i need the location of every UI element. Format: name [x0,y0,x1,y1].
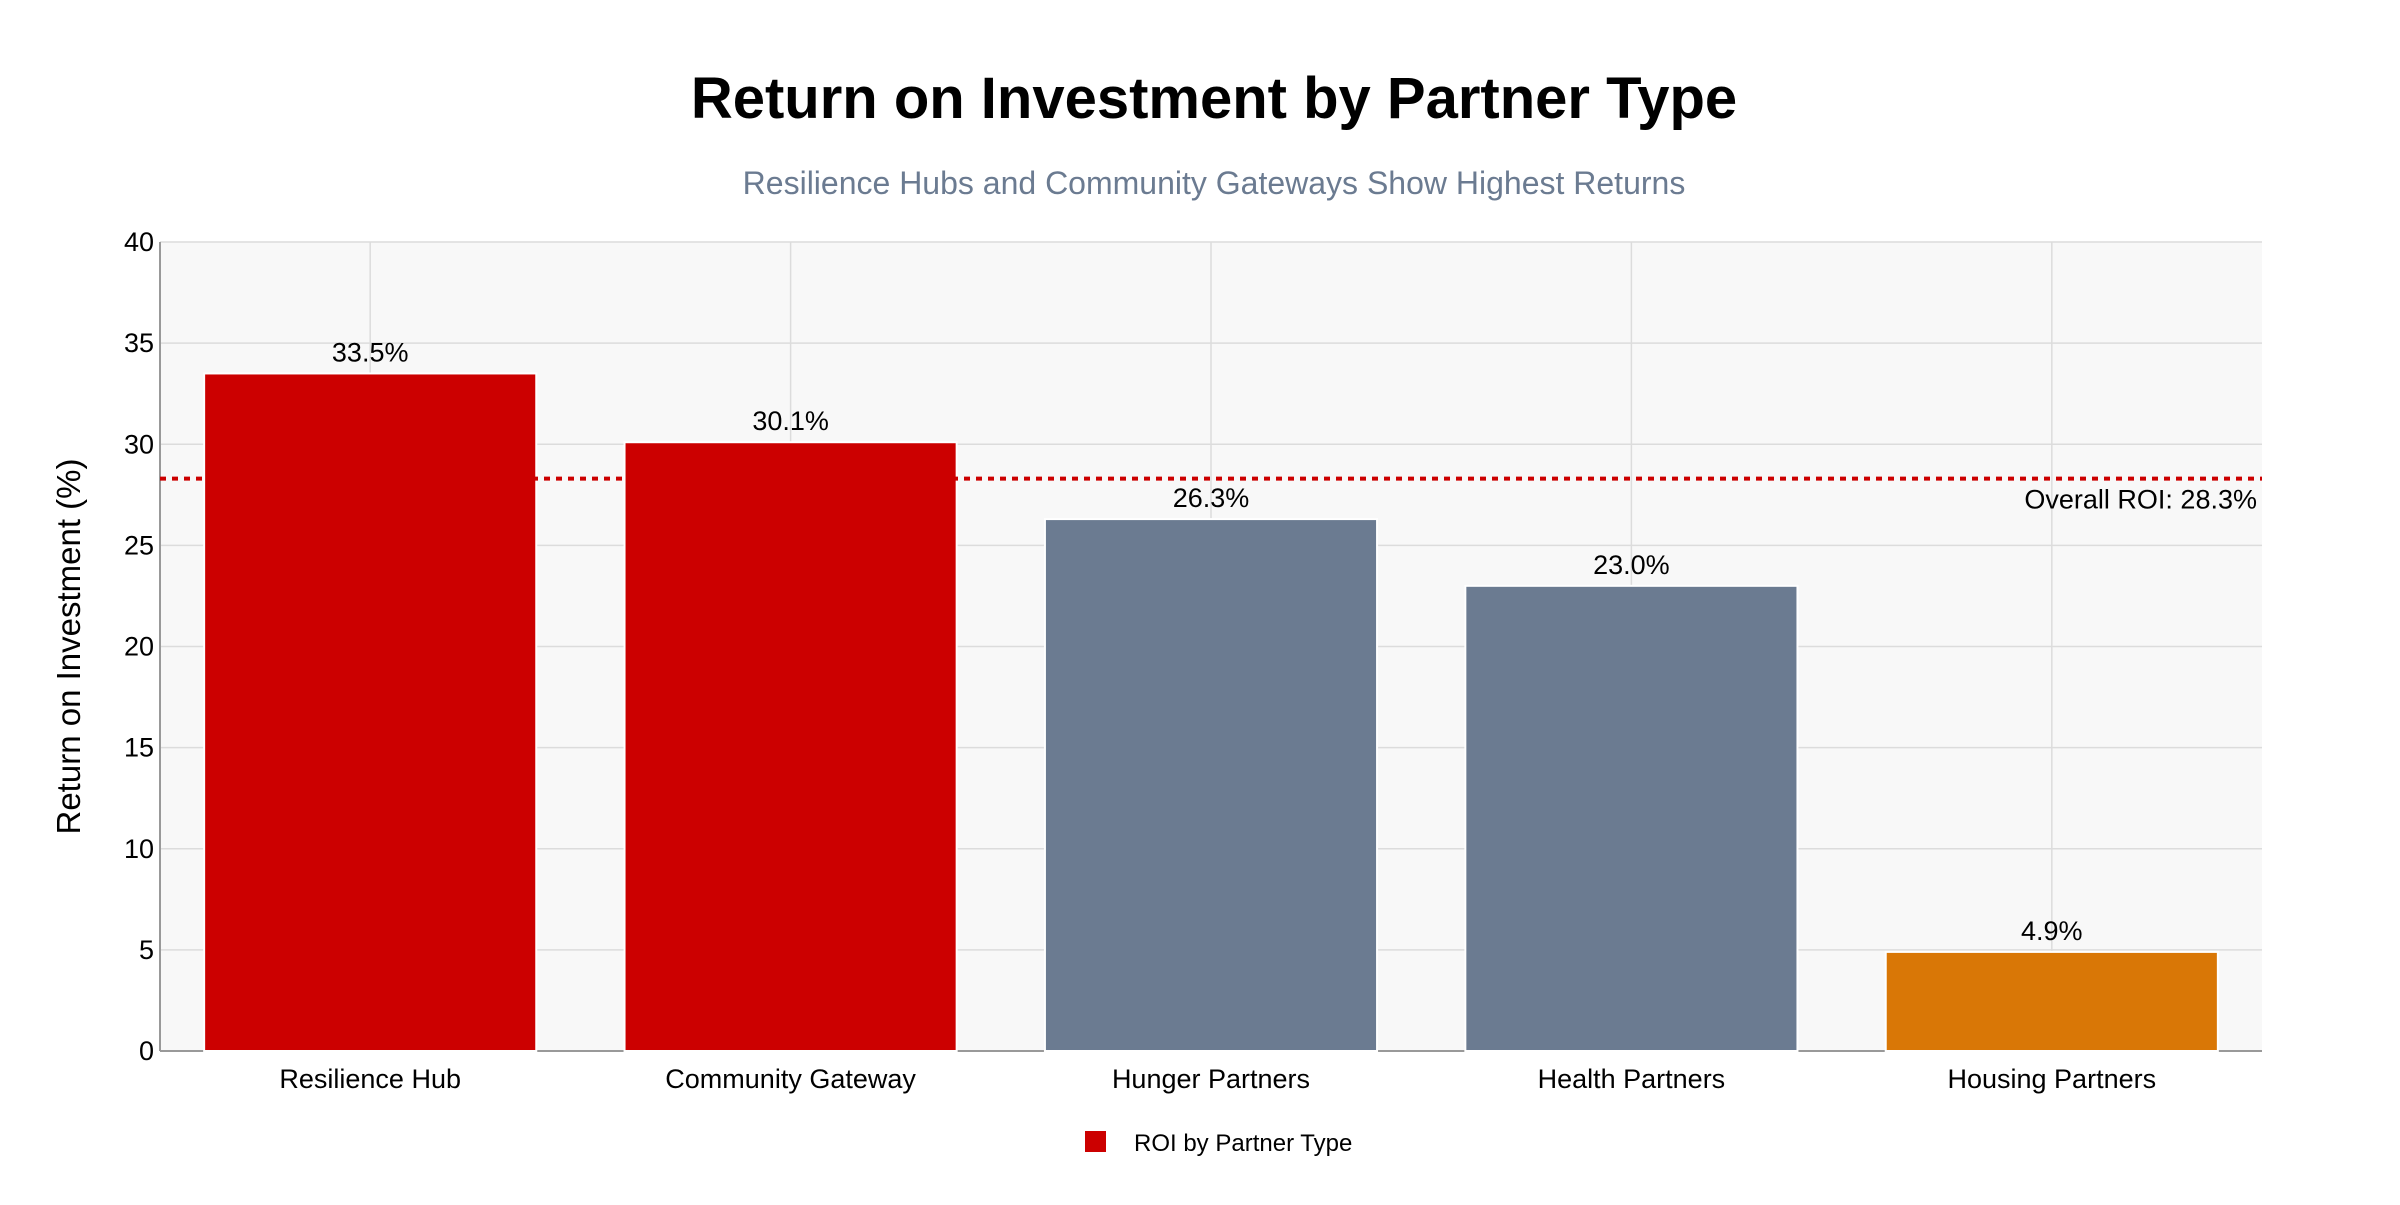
category-label: Hunger Partners [1112,1064,1310,1094]
y-tick-label: 5 [139,935,154,965]
chart-subtitle: Resilience Hubs and Community Gateways S… [743,165,1686,201]
bar [1043,518,1379,1052]
y-tick-label: 25 [124,530,154,560]
data-labels: 33.5% 30.1% 26.3% 23.0% 4.9% [332,337,2083,945]
reference-line-label: Overall ROI: 28.3% [2024,485,2257,515]
bar [623,441,958,1053]
bar [203,372,538,1052]
y-tick-label: 10 [124,834,154,864]
category-label: Resilience Hub [279,1064,461,1094]
y-tick-label: 35 [124,328,154,358]
category-label: Housing Partners [1947,1064,2156,1094]
data-label: 33.5% [332,337,409,367]
legend-swatch [1085,1131,1106,1152]
y-tick-label: 0 [139,1036,154,1066]
category-label: Community Gateway [665,1064,916,1094]
category-labels: Resilience Hub Community Gateway Hunger Pa… [279,1064,2156,1094]
chart-title: Return on Investment by Partner Type [691,66,1737,131]
y-tick-label: 40 [124,227,154,257]
data-label: 30.1% [752,406,829,436]
y-axis-title: Return on Investment (%) [50,459,87,835]
data-label: 26.3% [1173,483,1250,513]
y-tick-label: 20 [124,632,154,662]
legend-label: ROI by Partner Type [1134,1130,1352,1157]
bar [1464,584,1799,1052]
y-tick-labels: 0 5 10 15 20 25 30 35 40 [124,227,154,1066]
legend: ROI by Partner Type [1085,1130,1352,1157]
data-label: 4.9% [2021,916,2083,946]
bar [1884,950,2219,1053]
bars [203,372,2219,1053]
data-label: 23.0% [1593,550,1670,580]
y-tick-label: 30 [124,429,154,459]
y-tick-label: 15 [124,733,154,763]
category-label: Health Partners [1538,1064,1726,1094]
